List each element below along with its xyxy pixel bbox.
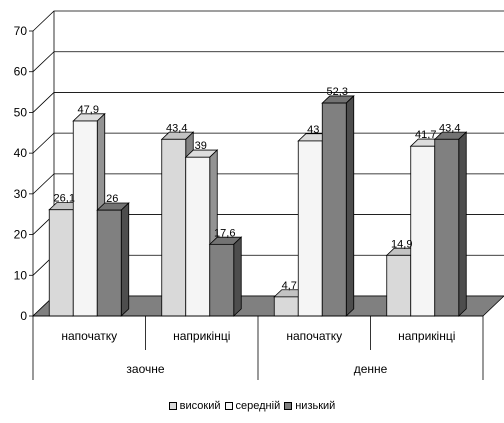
bars [48,94,468,317]
x-tick-label: наприкінці [173,329,230,343]
data-label: 47,9 [78,104,99,116]
bar-side [120,202,130,317]
bar-front [297,140,323,317]
x-group-label: денне [354,362,388,376]
bar-chart: 0 10 20 30 40 50 60 70 26,1 47,9 26 43,4 39 17,6 4,7 4… [14,10,504,380]
legend: високий середній низький [0,400,504,413]
bar-front [434,138,460,317]
bar-side [233,236,242,317]
x-tick-label: наприкінці [398,329,455,343]
y-tick-label: 20 [14,228,28,242]
legend-label: низький [295,400,336,412]
bar-front [386,254,412,317]
bar-front [410,145,436,317]
bar [321,94,355,317]
y-tick-label: 30 [14,187,28,201]
gridline [32,92,504,113]
data-labels: 26,147,92643,43917,64,74352,314,941,743,… [54,86,461,292]
data-label: 4,7 [282,280,297,292]
y-tick-label: 40 [14,146,28,160]
bar [96,202,130,317]
legend-item: високий [168,400,221,412]
data-label: 14,9 [391,238,412,250]
legend-label: середній [235,400,281,412]
gridline [32,51,504,73]
legend-item: низький [284,400,335,412]
bar-front [185,156,211,317]
y-axis: 0 10 20 30 40 50 60 70 [14,24,34,323]
data-label: 43,4 [166,122,187,134]
data-label: 43 [307,124,319,136]
x-axis: напочатку наприкінці напочатку наприкінці за… [32,315,484,380]
gridline [32,10,504,32]
bar-side [458,131,467,317]
y-tick-label: 50 [14,105,28,119]
data-label: 43,4 [439,122,460,134]
y-tick-label: 70 [14,24,28,38]
legend-label: високий [179,400,221,412]
bar-front [273,296,299,317]
y-tick-label: 0 [20,309,27,323]
data-label: 17,6 [214,227,235,239]
bar-front [209,243,235,317]
y-tick-label: 10 [14,268,28,282]
bar-front [96,209,122,317]
data-label: 26 [106,193,118,205]
bar-front [321,102,347,317]
x-tick-label: напочатку [61,329,117,343]
x-tick-label: напочатку [286,329,342,343]
legend-swatch [168,402,177,410]
bar [433,131,468,317]
data-label: 39 [195,140,207,152]
bar-front [48,209,74,317]
legend-item: середній [224,400,281,412]
bar-front [161,138,187,317]
data-label: 41,7 [415,129,436,141]
bar-front [72,120,98,317]
data-label: 26,1 [54,193,75,205]
y-tick-label: 60 [14,65,28,79]
data-label: 52,3 [327,86,348,98]
legend-swatch [224,402,233,410]
legend-swatch [284,402,293,410]
bar-side [345,94,355,317]
x-group-label: заочне [126,362,164,376]
bar [208,236,243,317]
